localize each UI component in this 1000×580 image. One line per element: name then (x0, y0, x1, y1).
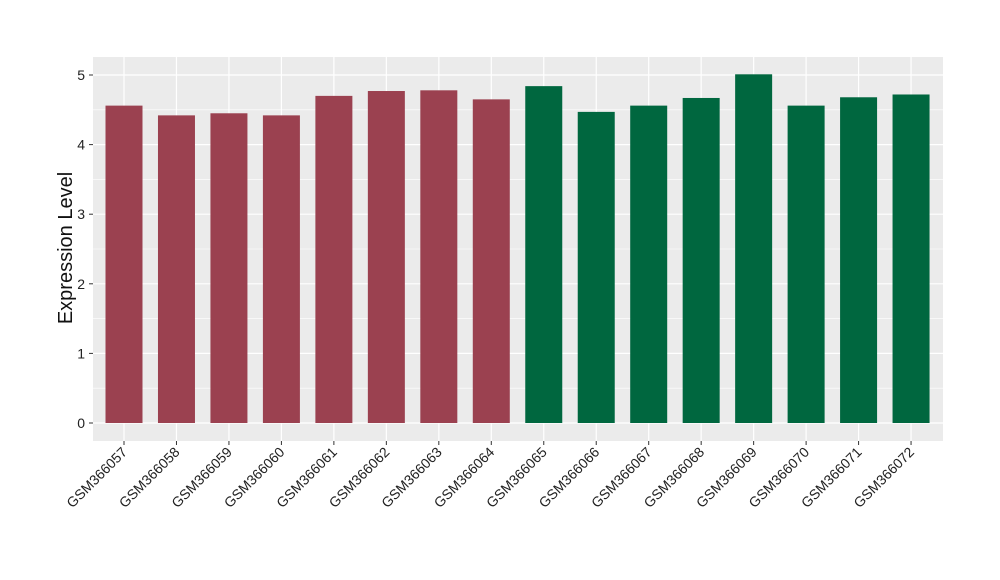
bar (262, 115, 300, 424)
bar (472, 99, 510, 424)
bar (420, 90, 458, 423)
y-tick-label: 0 (77, 415, 85, 431)
bar (315, 95, 353, 423)
y-tick-label: 2 (77, 276, 85, 292)
bar (525, 86, 563, 424)
bar (105, 105, 143, 424)
y-tick-label: 5 (77, 67, 85, 83)
y-axis-title: Expression Level (55, 172, 77, 324)
y-tick-label: 4 (77, 137, 85, 153)
bar (157, 115, 195, 424)
y-tick-label: 1 (77, 345, 85, 361)
bar (630, 105, 668, 424)
bar-series (105, 74, 930, 424)
bar (210, 113, 248, 423)
bar (787, 105, 825, 424)
y-tick-label: 3 (77, 206, 85, 222)
bar (735, 74, 773, 423)
bar (367, 91, 405, 424)
y-axis: 0 1 2 3 4 5 (77, 67, 93, 431)
x-axis: GSM366057GSM366058GSM366059GSM366060GSM3… (63, 441, 917, 511)
bar (682, 97, 720, 423)
bar (892, 94, 930, 423)
bar (840, 97, 878, 423)
bar (577, 111, 615, 423)
